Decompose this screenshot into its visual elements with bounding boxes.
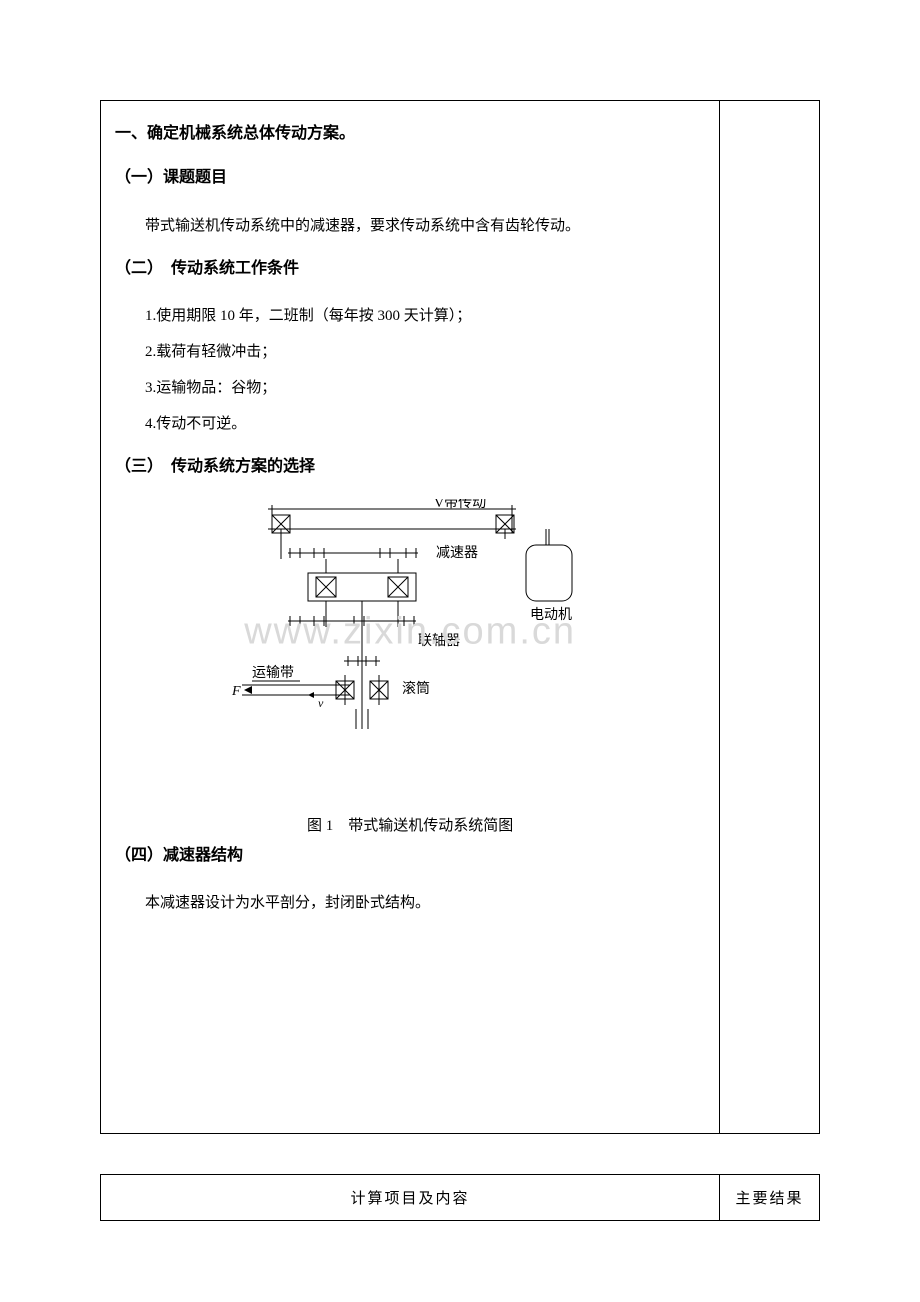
list-item: 3.运输物品：谷物； (115, 370, 705, 406)
svg-text:电动机: 电动机 (530, 607, 572, 623)
svg-text:减速器: 减速器 (436, 545, 478, 561)
svg-text:V带传动: V带传动 (434, 499, 486, 511)
list-item: 2.载荷有轻微冲击； (115, 334, 705, 370)
list-item: 4.传动不可逆。 (115, 406, 705, 442)
diagram-container: www.zixin.com.cn V带传动减速器电动机联轴器运输带滚筒Fv (115, 499, 705, 744)
svg-text:F: F (231, 684, 241, 699)
svg-text:运输带: 运输带 (252, 665, 294, 681)
result-cell (720, 101, 820, 1134)
main-content-table: 一、确定机械系统总体传动方案。 （一）课题题目 带式输送机传动系统中的减速器，要… (100, 100, 820, 1134)
sub-1-heading: （一）课题题目 (115, 163, 705, 193)
sub-3-heading: （三） 传动系统方案的选择 (115, 452, 705, 482)
sub-1-text: 带式输送机传动系统中的减速器，要求传动系统中含有齿轮传动。 (115, 208, 705, 244)
section-1-title: 一、确定机械系统总体传动方案。 (115, 119, 705, 149)
footer-table: 计算项目及内容 主要结果 (100, 1174, 820, 1221)
svg-text:滚筒: 滚筒 (402, 680, 430, 697)
content-cell: 一、确定机械系统总体传动方案。 （一）课题题目 带式输送机传动系统中的减速器，要… (101, 101, 720, 1134)
svg-text:联轴器: 联轴器 (418, 633, 460, 649)
sub-4-text: 本减速器设计为水平剖分，封闭卧式结构。 (115, 885, 705, 921)
bottom-spacer (115, 921, 705, 1121)
footer-col-1: 计算项目及内容 (101, 1174, 720, 1220)
transmission-diagram: V带传动减速器电动机联轴器运输带滚筒 Fv (230, 499, 590, 739)
list-item: 1.使用期限 10 年，二班制（每年按 300 天计算）； (115, 298, 705, 334)
sub-2-heading: （二） 传动系统工作条件 (115, 254, 705, 284)
sub-4-heading: （四）减速器结构 (115, 841, 705, 871)
footer-col-2: 主要结果 (720, 1174, 820, 1220)
figure-caption: 图 1 带式输送机传动系统简图 (115, 814, 705, 835)
svg-text:v: v (318, 696, 324, 710)
